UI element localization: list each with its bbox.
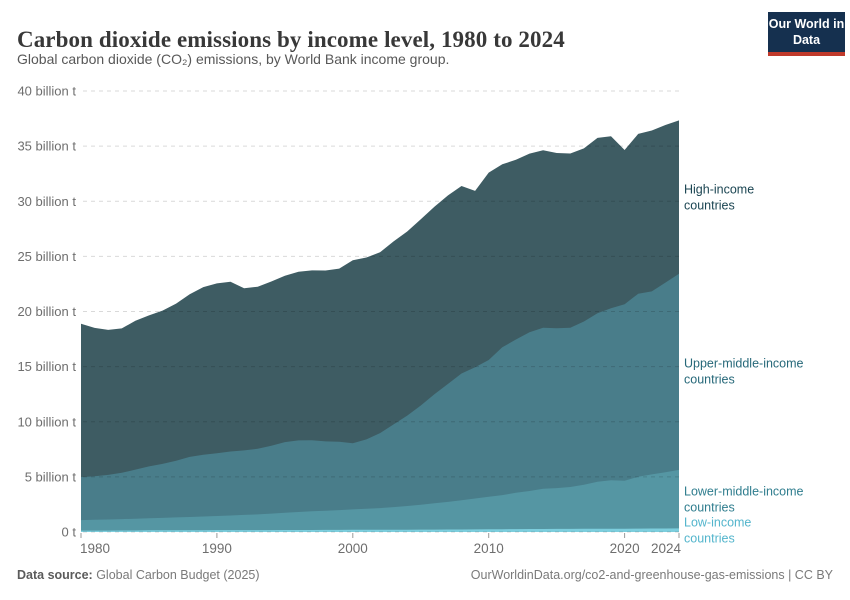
y-axis-tick-label: 25 billion t: [17, 249, 76, 264]
footer-source-label: Data source:: [17, 568, 93, 582]
owid-logo[interactable]: Our World in Data: [768, 12, 845, 56]
series-label-lower-middle-income[interactable]: Lower-middle-income countries: [684, 485, 834, 516]
footer-source-value: Global Carbon Budget (2025): [92, 568, 260, 582]
x-axis-tick-label: 1980: [80, 541, 110, 556]
x-axis-tick-label: 2024: [651, 541, 682, 556]
area-lower-middle-income[interactable]: [81, 469, 679, 532]
y-axis-tick-label: 5 billion t: [25, 469, 77, 484]
series-label-line: countries: [684, 198, 735, 212]
owid-logo-red-bar: [768, 52, 845, 56]
chart-footer: Data source: Global Carbon Budget (2025)…: [17, 568, 833, 582]
area-upper-middle-income[interactable]: [81, 273, 679, 532]
y-axis-tick-label: 30 billion t: [17, 194, 76, 209]
owid-logo-line2: in Data: [792, 17, 845, 47]
footer-data-source: Data source: Global Carbon Budget (2025): [17, 568, 260, 582]
series-label-line: Lower-middle-income: [684, 484, 804, 499]
page-title: Carbon dioxide emissions by income level…: [17, 27, 565, 53]
x-axis-tick-label: 2020: [610, 541, 640, 556]
series-label-line: Upper-middle-income: [684, 356, 804, 371]
series-label-upper-middle-income[interactable]: Upper-middle-income countries: [684, 357, 834, 388]
x-axis-tick-label: 2000: [338, 541, 368, 556]
y-axis-tick-label: 10 billion t: [17, 414, 76, 429]
series-label-line: countries: [684, 500, 735, 514]
x-axis-tick-label: 2010: [474, 541, 504, 556]
page-subtitle: Global carbon dioxide (CO₂) emissions, b…: [17, 51, 450, 67]
series-label-line: countries: [684, 372, 735, 386]
y-axis-tick-label: 35 billion t: [17, 139, 76, 154]
y-axis-tick-label: 20 billion t: [17, 304, 76, 319]
footer-credit-link[interactable]: OurWorldinData.org/co2-and-greenhouse-ga…: [470, 568, 833, 582]
series-label-line: High-income: [684, 182, 755, 197]
area-low-income[interactable]: [81, 528, 679, 532]
series-label-low-income[interactable]: Low-income countries: [684, 516, 834, 547]
y-axis-tick-label: 40 billion t: [17, 84, 76, 99]
y-axis-tick-label: 0 t: [62, 525, 77, 540]
series-label-high-income[interactable]: High-income countries: [684, 183, 834, 214]
owid-logo-line1: Our World: [768, 17, 830, 31]
y-axis-tick-label: 15 billion t: [17, 359, 76, 374]
series-label-line: countries: [684, 531, 735, 545]
series-label-line: Low-income: [684, 515, 752, 530]
x-axis-tick-label: 1990: [202, 541, 232, 556]
